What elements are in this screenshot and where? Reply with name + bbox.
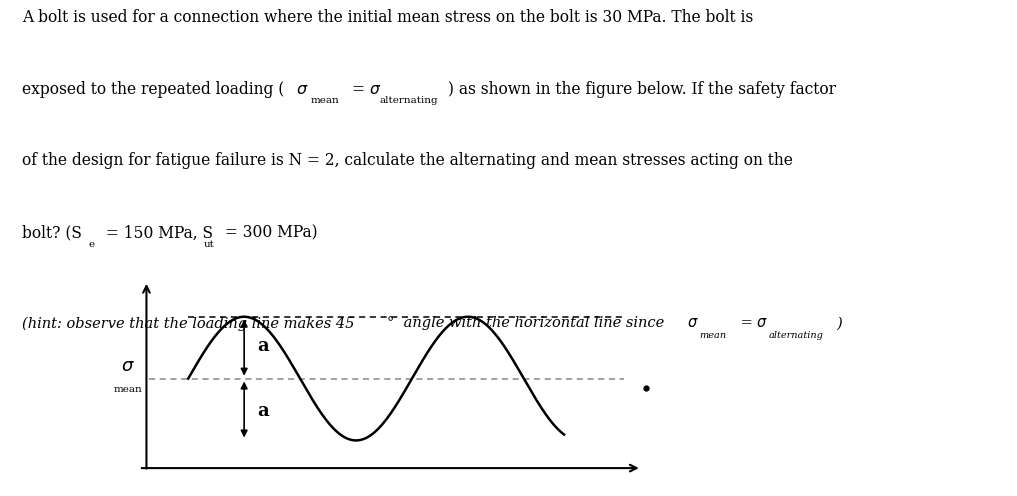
Text: a: a — [257, 337, 270, 355]
Text: ut: ut — [203, 240, 215, 249]
Text: = 300 MPa): = 300 MPa) — [220, 224, 317, 242]
Text: exposed to the repeated loading (: exposed to the repeated loading ( — [22, 80, 285, 98]
Text: (hint: observe that the loading line makes 45: (hint: observe that the loading line mak… — [22, 316, 355, 331]
Text: of the design for fatigue failure is N = 2, calculate the alternating and mean s: of the design for fatigue failure is N =… — [22, 152, 793, 170]
Text: = 150 MPa, S: = 150 MPa, S — [101, 224, 213, 242]
Text: A bolt is used for a connection where the initial mean stress on the bolt is 30 : A bolt is used for a connection where th… — [22, 8, 754, 26]
Text: °: ° — [386, 316, 394, 330]
Text: mean: mean — [700, 331, 727, 340]
Text: bolt? (S: bolt? (S — [22, 224, 82, 242]
Text: alternating: alternating — [769, 331, 824, 340]
Text: angle with the horizontal line since: angle with the horizontal line since — [399, 316, 668, 330]
Text: $\sigma$: $\sigma$ — [121, 357, 134, 375]
Text: ) as shown in the figure below. If the safety factor: ) as shown in the figure below. If the s… — [448, 80, 837, 98]
Text: ): ) — [836, 316, 842, 330]
Text: $\sigma$: $\sigma$ — [687, 316, 699, 330]
Text: mean: mean — [310, 96, 339, 105]
Text: e: e — [88, 240, 95, 249]
Text: a: a — [257, 402, 270, 420]
Text: = $\sigma$: = $\sigma$ — [347, 80, 381, 98]
Text: alternating: alternating — [379, 96, 438, 105]
Text: mean: mean — [114, 385, 142, 394]
Text: $\sigma$: $\sigma$ — [756, 316, 767, 330]
Text: =: = — [736, 316, 758, 330]
Text: $\sigma$: $\sigma$ — [297, 80, 309, 98]
